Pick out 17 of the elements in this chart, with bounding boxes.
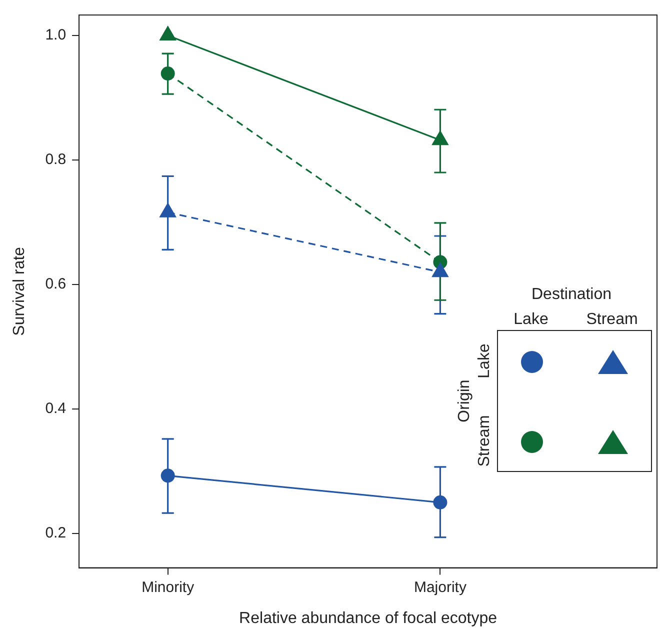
y-axis-title: Survival rate bbox=[11, 246, 28, 336]
y-tick-label: 0.8 bbox=[45, 151, 66, 168]
x-tick-label: Minority bbox=[142, 578, 195, 596]
annotation: Lake bbox=[514, 311, 548, 328]
annotation: Stream bbox=[586, 311, 638, 328]
y-tick-label: 0.4 bbox=[45, 400, 66, 418]
x-axis-title: Relative abundance of focal ecotype bbox=[239, 610, 498, 627]
point bbox=[433, 495, 448, 510]
y-tick-label: 0.6 bbox=[45, 276, 66, 293]
annotation: Stream bbox=[476, 415, 493, 467]
legend-title: Destination bbox=[531, 286, 612, 303]
y-tick-label: 1.0 bbox=[45, 26, 66, 44]
point bbox=[160, 468, 175, 483]
annotation: Lake bbox=[476, 344, 493, 378]
x-tick-label: Majority bbox=[414, 578, 467, 596]
y-tick-label: 0.2 bbox=[45, 524, 66, 542]
annotation: Origin bbox=[456, 380, 473, 422]
